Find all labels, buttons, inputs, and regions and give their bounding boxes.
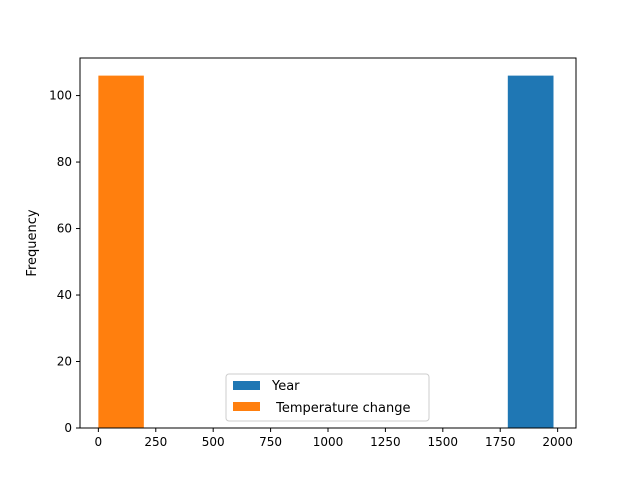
y-tick-label: 80	[57, 155, 72, 169]
x-tick-label: 0	[95, 435, 103, 449]
x-tick-label: 2000	[542, 435, 573, 449]
x-tick-label: 1750	[485, 435, 516, 449]
bar-temperature-change-0	[98, 75, 144, 428]
legend: Year Temperature change	[225, 373, 430, 422]
axes-frame	[79, 57, 577, 429]
x-tick-label: 1500	[428, 435, 459, 449]
legend-box	[225, 373, 430, 422]
x-tick-label: 1250	[370, 435, 401, 449]
y-axis-ticks: 0 20 40 60 80 100	[49, 89, 80, 435]
legend-label-year: Year	[271, 379, 300, 394]
y-tick-label: 60	[57, 222, 72, 236]
y-axis-label: Frequency	[25, 209, 40, 276]
legend-swatch-year	[233, 381, 260, 390]
legend-label-temperature-change: Temperature change	[272, 401, 410, 416]
y-tick-label: 0	[64, 421, 72, 435]
y-tick-label: 20	[57, 355, 72, 369]
x-axis-ticks: 0 250 500 750 1000 1250 1500 1750 2000	[95, 428, 573, 449]
bars-layer	[98, 75, 554, 428]
x-tick-label: 1000	[313, 435, 344, 449]
y-tick-label: 40	[57, 288, 72, 302]
bar-year-0	[507, 75, 554, 428]
x-tick-label: 750	[259, 435, 282, 449]
y-tick-label: 100	[49, 89, 72, 103]
legend-swatch-temperature-change	[233, 402, 260, 411]
x-tick-label: 500	[202, 435, 225, 449]
x-tick-label: 250	[144, 435, 167, 449]
